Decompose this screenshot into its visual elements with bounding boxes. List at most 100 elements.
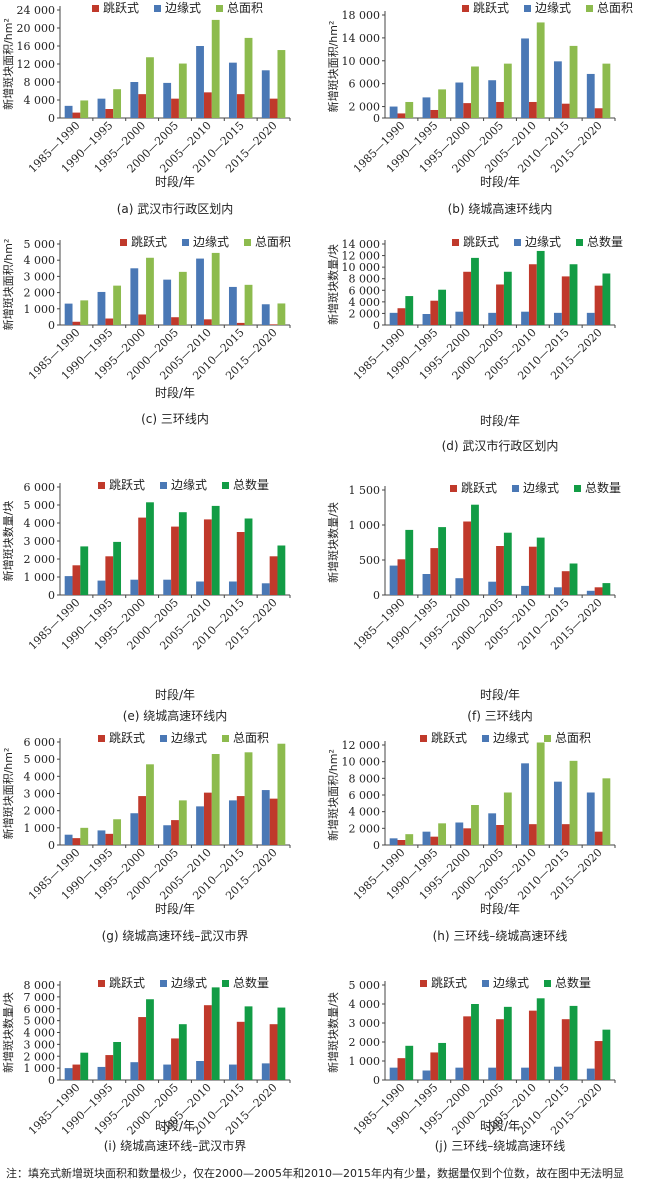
- y-tick-label: 4 000: [349, 998, 381, 1011]
- legend-label: 跳跃式: [431, 731, 467, 745]
- y-tick-label: 1 000: [349, 519, 381, 532]
- y-tick-label: 6 000: [24, 736, 56, 749]
- bar: [463, 828, 472, 845]
- y-tick-label: 0: [373, 839, 380, 852]
- bar: [236, 532, 245, 595]
- y-tick-label: 4 000: [24, 770, 56, 783]
- y-tick-label: 3 000: [24, 788, 56, 801]
- bar: [146, 257, 154, 325]
- y-tick-label: 3 000: [349, 1017, 381, 1030]
- bar: [536, 537, 545, 595]
- y-tick-label: 5 000: [24, 238, 56, 251]
- bar: [430, 300, 439, 325]
- x-axis-title: 时段/年: [155, 687, 195, 702]
- legend-label: 跳跃式: [473, 1, 509, 15]
- bar: [178, 800, 187, 845]
- bar: [496, 101, 504, 118]
- legend-swatch: [576, 239, 583, 246]
- bar: [389, 312, 398, 325]
- y-tick-label: 20 000: [17, 22, 56, 35]
- chart-caption: (i) 绕城高速环线–武汉市界: [104, 1138, 247, 1153]
- bar: [602, 778, 611, 845]
- legend-label: 跳跃式: [109, 478, 145, 492]
- legend-swatch: [160, 980, 167, 987]
- bar: [138, 1017, 147, 1080]
- bar: [397, 559, 406, 595]
- legend-swatch: [452, 239, 459, 246]
- y-tick-label: 24 000: [17, 4, 56, 17]
- bar: [261, 70, 270, 118]
- bar: [471, 504, 479, 595]
- legend-swatch: [120, 239, 127, 246]
- bar: [261, 1063, 270, 1080]
- legend-label: 边缘式: [535, 1, 571, 15]
- bar: [138, 314, 147, 325]
- bar: [503, 63, 512, 118]
- bar: [72, 1064, 81, 1080]
- bar: [397, 1058, 406, 1080]
- bar: [80, 100, 89, 118]
- bar: [488, 581, 497, 595]
- bar: [536, 22, 545, 118]
- bar: [196, 806, 204, 845]
- y-tick-label: 2 000: [349, 1036, 381, 1049]
- bar: [561, 571, 570, 595]
- bar: [553, 587, 562, 595]
- bar: [569, 264, 578, 325]
- y-tick-label: 10 000: [342, 756, 381, 769]
- y-tick-label: 4 000: [24, 1027, 56, 1040]
- bar: [97, 291, 106, 325]
- bar: [397, 840, 406, 845]
- chart-caption: (g) 绕城高速环线–武汉市界: [102, 928, 249, 943]
- legend-label: 总面积: [597, 1, 633, 15]
- bar: [236, 796, 245, 845]
- legend-swatch: [92, 5, 99, 12]
- bar: [503, 532, 512, 595]
- bar: [97, 580, 106, 595]
- y-tick-label: 10 000: [342, 55, 381, 68]
- bar: [261, 790, 270, 845]
- bar: [389, 1067, 398, 1080]
- y-tick-label: 2 000: [24, 1050, 56, 1063]
- bar: [211, 505, 220, 595]
- y-tick-label: 0: [48, 319, 55, 332]
- bar: [277, 50, 286, 118]
- bar: [130, 268, 139, 325]
- chart-panel: 跳跃式 边缘式 总面积 0 4 000 8 000 12 000 16 000 20 000 24…: [1, 1, 291, 216]
- bar: [203, 792, 212, 845]
- bar: [211, 754, 220, 845]
- y-axis-title: 新增斑块数量/块: [326, 244, 340, 325]
- legend-swatch: [160, 482, 167, 489]
- bar: [405, 834, 414, 845]
- bar: [405, 296, 414, 325]
- bar: [146, 502, 154, 595]
- legend-swatch: [574, 485, 581, 492]
- bar: [430, 1052, 439, 1080]
- legend-swatch: [182, 239, 189, 246]
- bar: [146, 999, 154, 1080]
- legend-swatch: [450, 485, 457, 492]
- bar: [586, 792, 595, 845]
- legend-label: 边缘式: [171, 478, 207, 492]
- chart-caption: (f) 三环线内: [467, 709, 532, 723]
- bar: [277, 743, 286, 845]
- bar: [113, 541, 122, 595]
- y-tick-label: 16 000: [17, 40, 56, 53]
- bar: [105, 109, 114, 118]
- bar: [561, 1019, 570, 1080]
- bar: [397, 113, 406, 118]
- bar: [569, 760, 578, 845]
- bar: [244, 1006, 253, 1080]
- bar: [471, 1004, 479, 1080]
- y-tick-label: 2 000: [24, 287, 56, 300]
- bar: [269, 556, 278, 595]
- y-axis-title: 新增斑块面积/hm²: [1, 748, 15, 840]
- bar: [163, 279, 172, 325]
- bar: [277, 545, 286, 595]
- bar: [113, 89, 122, 118]
- legend-label: 总面积: [255, 235, 291, 249]
- bar: [463, 521, 472, 595]
- bar: [80, 827, 89, 845]
- y-axis-title: 新增斑块数量/块: [1, 992, 15, 1073]
